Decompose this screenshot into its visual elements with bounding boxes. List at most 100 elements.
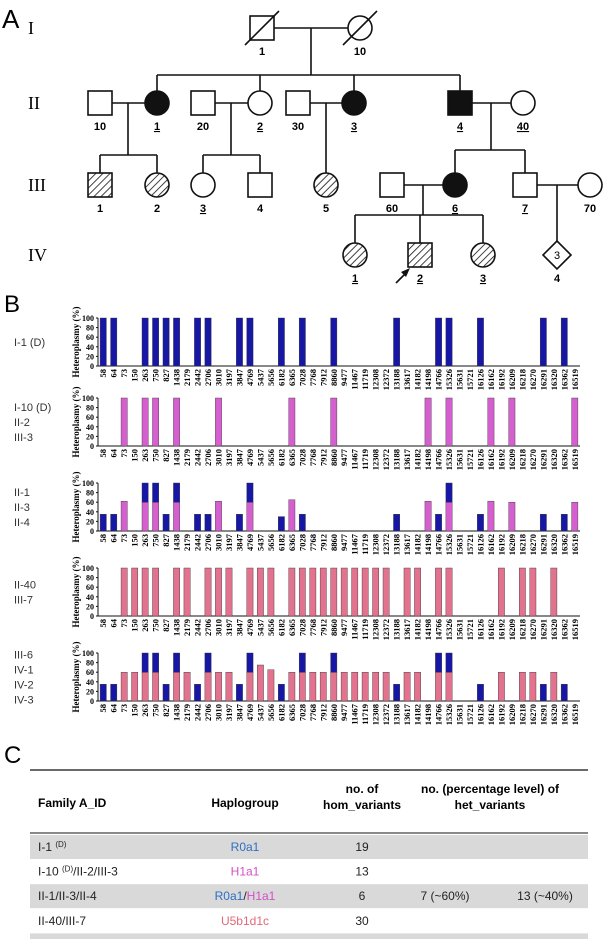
hom-cell: 13 — [355, 865, 369, 879]
x-tick-label: 4769 — [245, 704, 255, 721]
x-tick-label: 58 — [98, 619, 108, 628]
x-tick-label: 6182 — [276, 534, 286, 551]
x-tick-label: 16192 — [496, 534, 506, 555]
x-tick-label: 14198 — [423, 704, 433, 725]
het-cell: 7 (~60%) — [420, 889, 469, 903]
x-tick-label: 16218 — [517, 449, 527, 470]
haplogroup-cell: R0a1 — [231, 840, 260, 854]
x-tick-label: 263 — [140, 619, 150, 632]
x-tick-label: 2179 — [182, 449, 192, 466]
bar — [183, 567, 191, 617]
x-tick-label: 14182 — [413, 369, 423, 390]
haplogroup-cell: R0a1/H1a1 — [215, 889, 276, 903]
bar — [340, 672, 348, 702]
bar — [267, 669, 275, 702]
x-tick-label: 827 — [161, 368, 171, 382]
id-part: (D) — [62, 864, 73, 873]
x-tick-label: 750 — [151, 704, 161, 717]
y-tick-label: 60 — [86, 583, 94, 592]
female-symbol — [577, 172, 603, 198]
x-tick-label: 8860 — [329, 619, 339, 636]
x-tick-label: 3847 — [234, 448, 244, 466]
x-tick-label: 8860 — [329, 704, 339, 721]
x-tick-label: 7028 — [297, 704, 307, 721]
bar — [141, 502, 149, 532]
bar — [351, 672, 359, 702]
x-tick-label: 4769 — [245, 534, 255, 551]
sample-label: II-2 — [14, 417, 30, 429]
bar — [141, 317, 149, 367]
x-tick-label: 12308 — [371, 534, 381, 555]
hom-cell: 19 — [355, 840, 369, 854]
x-tick-label: 263 — [140, 449, 150, 462]
bar — [131, 672, 139, 702]
x-tick-label: 64 — [109, 703, 119, 712]
bar — [445, 317, 453, 367]
female-symbol — [313, 172, 339, 198]
sample-label: II-4 — [14, 517, 30, 529]
x-tick-label: 2442 — [193, 619, 203, 636]
bar — [393, 317, 400, 367]
x-tick-label: 58 — [98, 704, 108, 713]
x-tick-label: 16519 — [570, 619, 580, 640]
x-tick-label: 16209 — [507, 704, 517, 725]
bar — [477, 514, 484, 532]
x-tick-label: 16162 — [486, 619, 496, 640]
bar — [120, 397, 128, 447]
sample-label: III-6 — [14, 650, 33, 662]
x-tick-label: 7768 — [308, 704, 318, 721]
x-tick-label: 3010 — [214, 704, 224, 721]
x-tick-label: 16519 — [570, 704, 580, 725]
x-tick-label: 16162 — [486, 534, 496, 555]
x-tick-label: 7768 — [308, 534, 318, 551]
id-part: /II-2/III-3 — [73, 865, 118, 879]
x-tick-label: 16270 — [528, 369, 538, 390]
x-tick-label: 7768 — [308, 369, 318, 386]
x-tick-label: 9477 — [339, 703, 349, 721]
bar — [288, 397, 296, 447]
bar — [393, 684, 400, 702]
x-tick-label: 5437 — [255, 618, 265, 636]
bar — [487, 397, 495, 447]
x-tick-label: 16519 — [570, 534, 580, 555]
hom-cell: 30 — [355, 914, 369, 928]
bar — [319, 672, 327, 702]
x-tick-label: 13188 — [392, 449, 402, 470]
x-tick-label: 150 — [130, 704, 140, 717]
y-tick-label: 40 — [86, 343, 94, 352]
bar — [445, 502, 453, 532]
x-tick-label: 5437 — [255, 368, 265, 386]
bar — [225, 567, 233, 617]
bar — [435, 652, 442, 673]
bar — [267, 567, 275, 617]
haplogroup-part: H1a1 — [247, 889, 276, 903]
bar — [215, 672, 222, 702]
bar — [361, 672, 369, 702]
bar — [246, 652, 254, 673]
bar — [246, 317, 254, 367]
haplogroup-table: Family A_ID Haplogroup no. of hom_variants n… — [30, 769, 588, 939]
x-tick-label: 3197 — [224, 533, 234, 551]
x-tick-label: 16320 — [549, 449, 559, 470]
bar — [215, 397, 222, 447]
bar — [194, 514, 201, 532]
x-tick-label: 3197 — [224, 703, 234, 721]
x-tick-label: 15721 — [465, 704, 475, 725]
bar — [152, 317, 159, 367]
x-tick-label: 16126 — [475, 704, 485, 725]
header-cell: hom_variants — [323, 798, 401, 812]
x-tick-label: 14198 — [423, 534, 433, 555]
x-tick-label: 5437 — [255, 533, 265, 551]
x-tick-label: 16270 — [528, 449, 538, 470]
sample-label: III-3 — [14, 432, 33, 444]
bar — [131, 567, 139, 617]
male-symbol — [87, 172, 113, 198]
bar — [288, 567, 296, 617]
x-tick-label: 11719 — [360, 369, 370, 390]
x-tick-label: 13617 — [402, 448, 412, 470]
individual-label: 4 — [257, 203, 264, 215]
bar — [141, 672, 149, 702]
x-tick-label: 16291 — [538, 704, 548, 725]
bar — [330, 652, 338, 673]
bar — [435, 317, 442, 367]
